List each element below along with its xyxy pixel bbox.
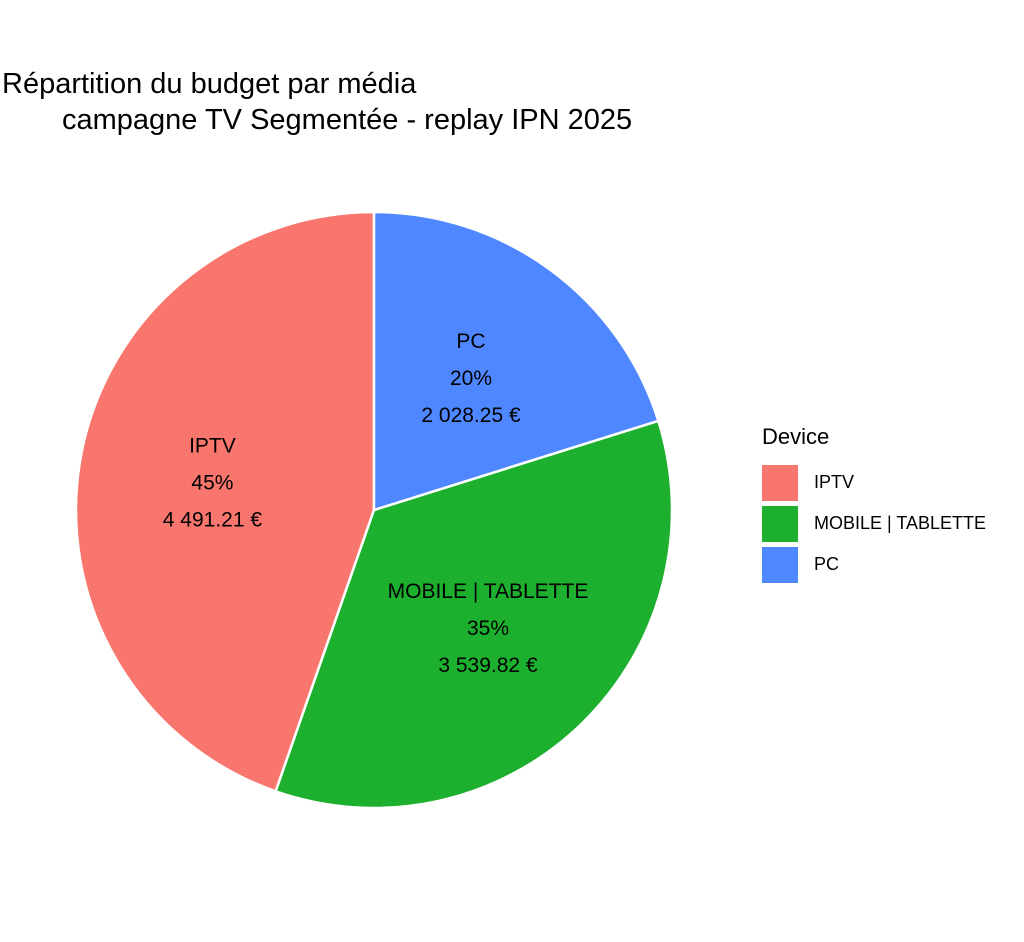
slice-label-1: MOBILE | TABLETTE xyxy=(388,580,589,603)
slice-label-0: IPTV xyxy=(189,435,236,458)
pie-slice-mobile-tablette xyxy=(274,419,674,810)
chart-title: Répartition du budget par média xyxy=(2,68,417,100)
slice-value-2: 2 028.25 € xyxy=(421,404,521,427)
slice-percent-0: 45% xyxy=(191,472,233,495)
legend-item-iptv: IPTV xyxy=(762,462,986,503)
slice-value-1: 3 539.82 € xyxy=(438,654,538,677)
legend-label-mobile-tablette: MOBILE | TABLETTE xyxy=(814,513,987,533)
pie-slice-iptv xyxy=(74,210,376,793)
chart-title-block: Répartition du budget par média campagne … xyxy=(2,66,632,138)
chart-subtitle: campagne TV Segmentée - replay IPN 2025 xyxy=(62,104,633,136)
pie-slice-pc xyxy=(372,210,660,512)
legend-item-pc: PC xyxy=(762,544,986,585)
legend-label-pc: PC xyxy=(814,554,840,574)
slice-percent-1: 35% xyxy=(467,617,509,640)
legend-title: Device xyxy=(762,424,830,449)
slice-percent-2: 20% xyxy=(450,367,492,390)
legend-item-mobile-tablette: MOBILE | TABLETTE xyxy=(762,503,986,544)
legend-key-mobile-tablette xyxy=(762,505,798,542)
legend-label-iptv: IPTV xyxy=(814,472,855,492)
slice-value-0: 4 491.21 € xyxy=(163,509,263,532)
slice-label-2: PC xyxy=(456,330,485,353)
legend-key-pc xyxy=(762,546,798,583)
legend-key-iptv xyxy=(762,464,798,501)
legend: Device IPTV MOBILE | TABLETTE PC xyxy=(762,424,986,585)
